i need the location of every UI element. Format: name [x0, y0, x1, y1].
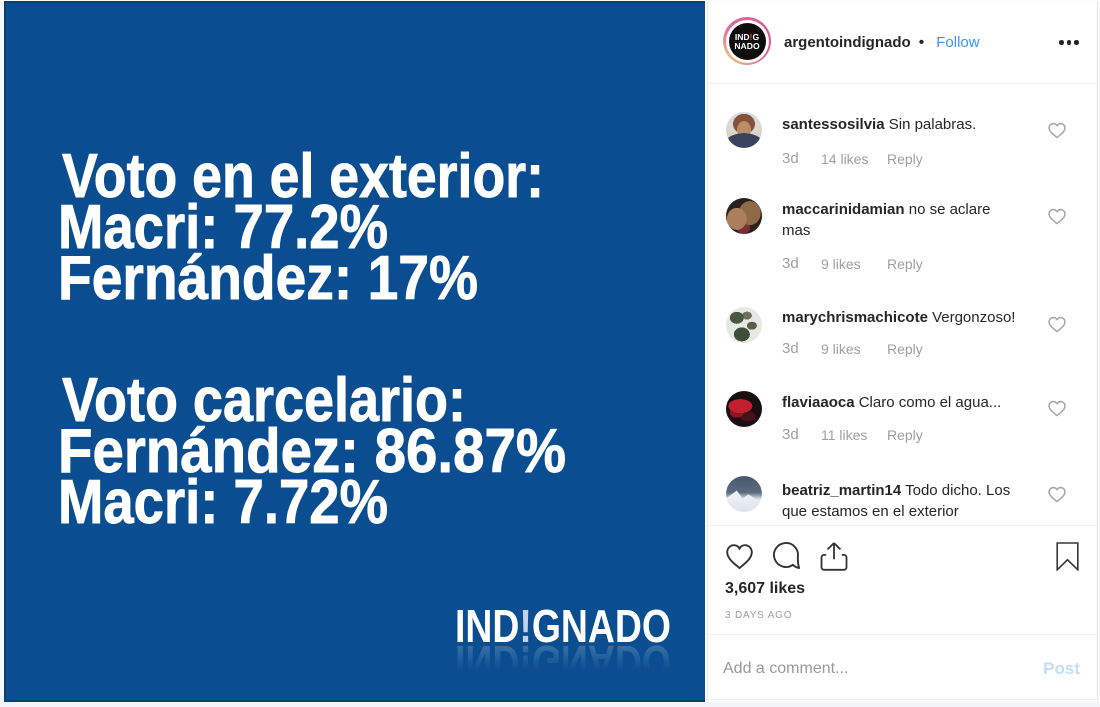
svg-text:Voto carcelario:: Voto carcelario:: [62, 366, 466, 435]
svg-text:Macri: 77.2%: Macri: 77.2%: [58, 193, 388, 262]
svg-text:IND!GNADO: IND!GNADO: [455, 600, 671, 652]
svg-text:Voto en el exterior:: Voto en el exterior:: [62, 142, 544, 211]
svg-text:Fernández: 17%: Fernández: 17%: [58, 244, 478, 313]
svg-text:Macri: 7.72%: Macri: 7.72%: [58, 468, 388, 537]
svg-text:Fernández: 86.87%: Fernández: 86.87%: [58, 417, 566, 486]
